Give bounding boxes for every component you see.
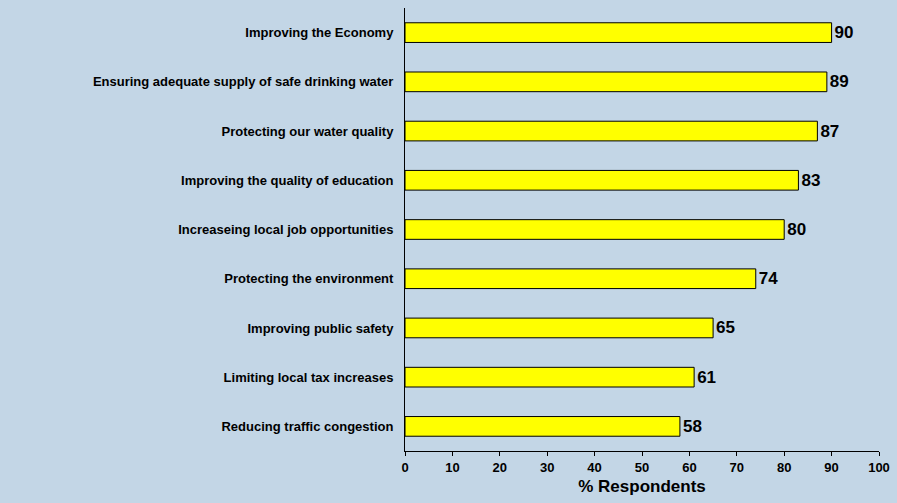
svg-text:60: 60 xyxy=(682,460,696,475)
svg-text:90: 90 xyxy=(835,23,854,42)
svg-text:Improving the Economy: Improving the Economy xyxy=(245,25,394,40)
svg-text:Reducing traffic congestion: Reducing traffic congestion xyxy=(221,419,393,434)
svg-text:50: 50 xyxy=(635,460,649,475)
svg-text:Increaseing local job opportun: Increaseing local job opportunities xyxy=(178,222,393,237)
svg-text:Ensuring adequate supply of sa: Ensuring adequate supply of safe drinkin… xyxy=(93,74,394,89)
svg-text:Protecting the environment: Protecting the environment xyxy=(224,271,394,286)
svg-text:% Respondents: % Respondents xyxy=(578,477,706,496)
svg-text:83: 83 xyxy=(801,171,820,190)
svg-text:80: 80 xyxy=(777,460,791,475)
svg-text:Protecting our water quality: Protecting our water quality xyxy=(221,124,394,139)
svg-text:80: 80 xyxy=(787,220,806,239)
svg-text:65: 65 xyxy=(716,318,735,337)
svg-text:87: 87 xyxy=(820,122,839,141)
svg-text:Improving public safety: Improving public safety xyxy=(247,320,394,335)
svg-text:Limiting local tax increases: Limiting local tax increases xyxy=(224,370,394,385)
svg-text:89: 89 xyxy=(830,72,849,91)
svg-text:70: 70 xyxy=(730,460,744,475)
svg-text:58: 58 xyxy=(683,417,702,436)
svg-text:10: 10 xyxy=(445,460,459,475)
svg-text:20: 20 xyxy=(493,460,507,475)
svg-text:Improving the quality of educa: Improving the quality of education xyxy=(181,173,393,188)
svg-text:61: 61 xyxy=(697,368,716,387)
svg-text:100: 100 xyxy=(868,460,890,475)
svg-text:74: 74 xyxy=(759,269,778,288)
svg-text:0: 0 xyxy=(401,460,408,475)
svg-text:90: 90 xyxy=(824,460,838,475)
svg-text:30: 30 xyxy=(540,460,554,475)
svg-text:40: 40 xyxy=(587,460,601,475)
